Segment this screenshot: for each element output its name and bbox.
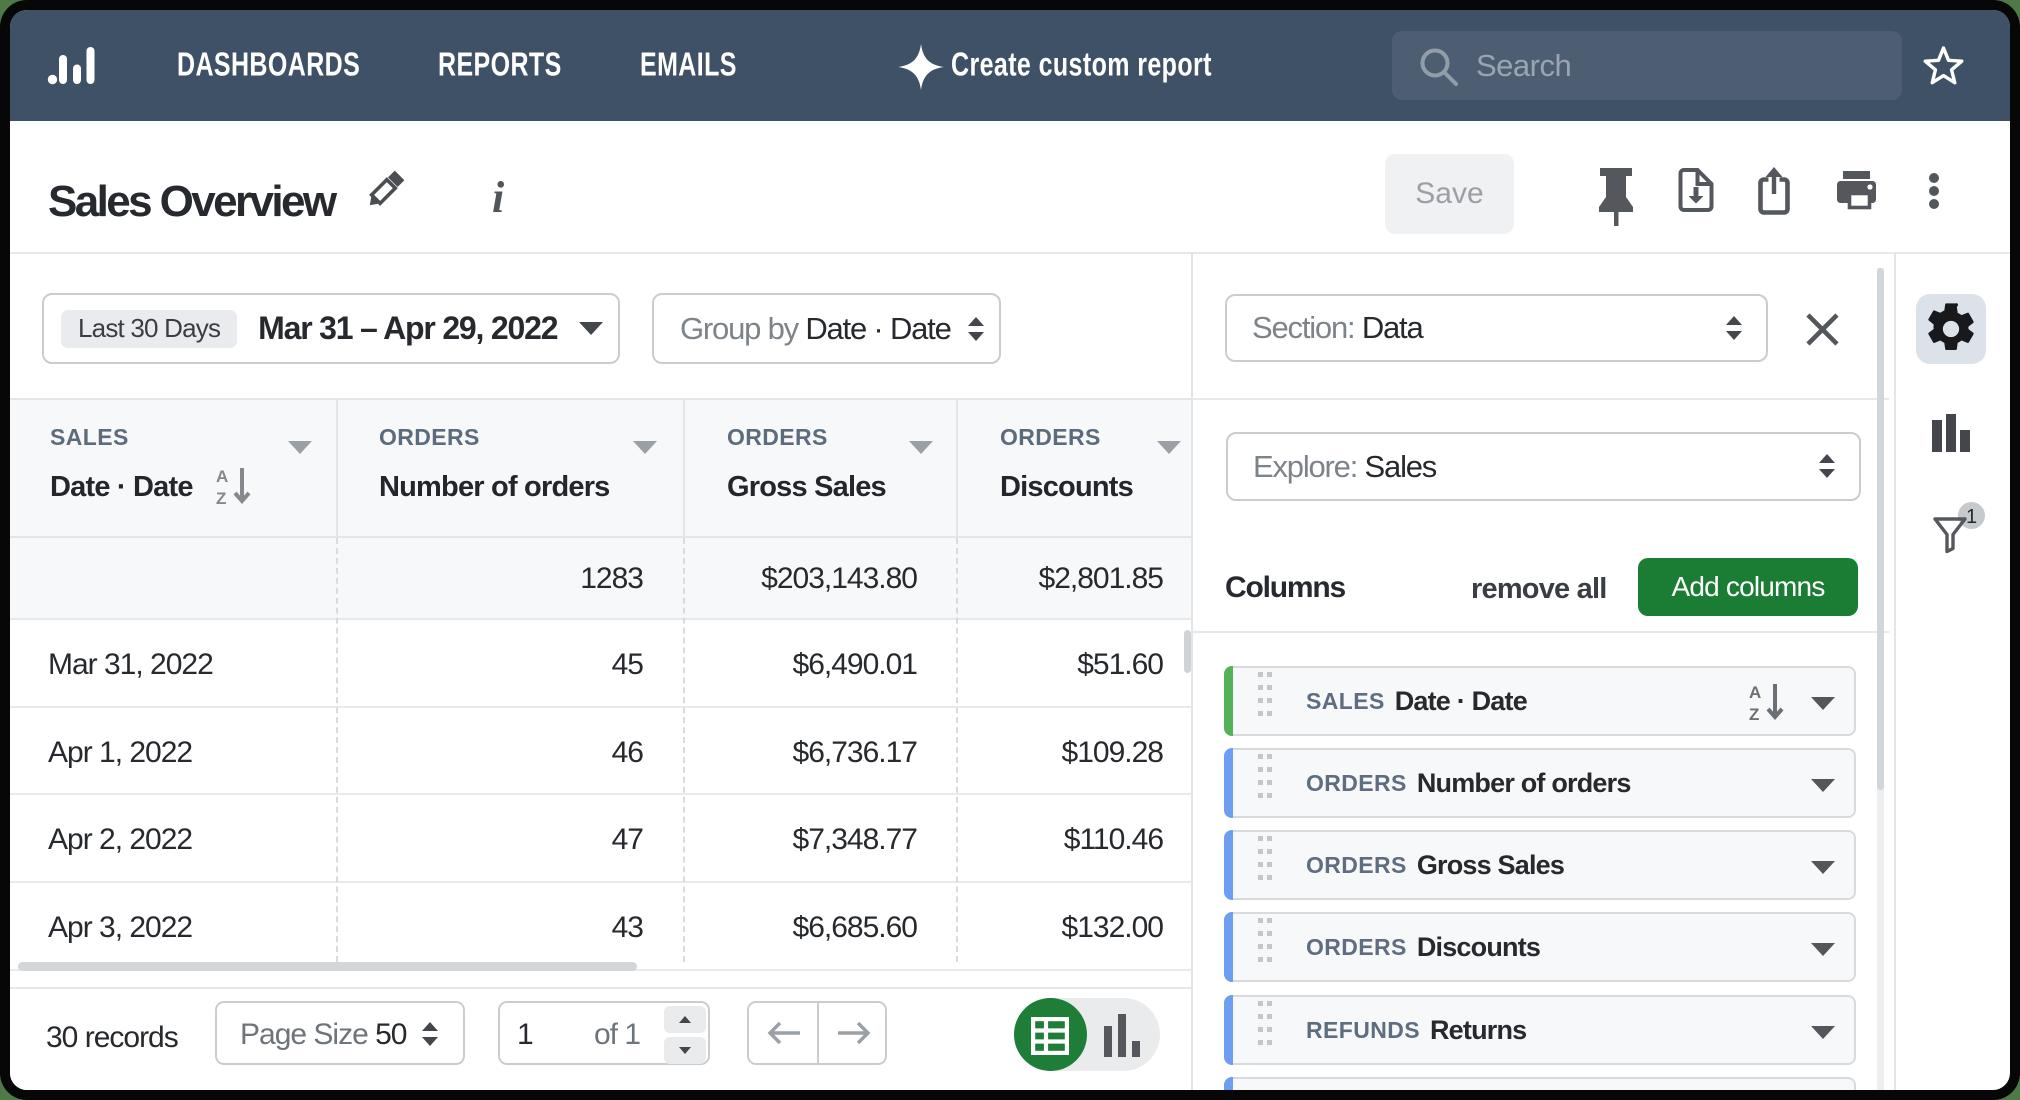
svg-text:A: A	[1749, 683, 1761, 702]
svg-text:Z: Z	[1749, 705, 1759, 724]
svg-text:A: A	[216, 467, 228, 486]
svg-text:Z: Z	[216, 489, 226, 508]
